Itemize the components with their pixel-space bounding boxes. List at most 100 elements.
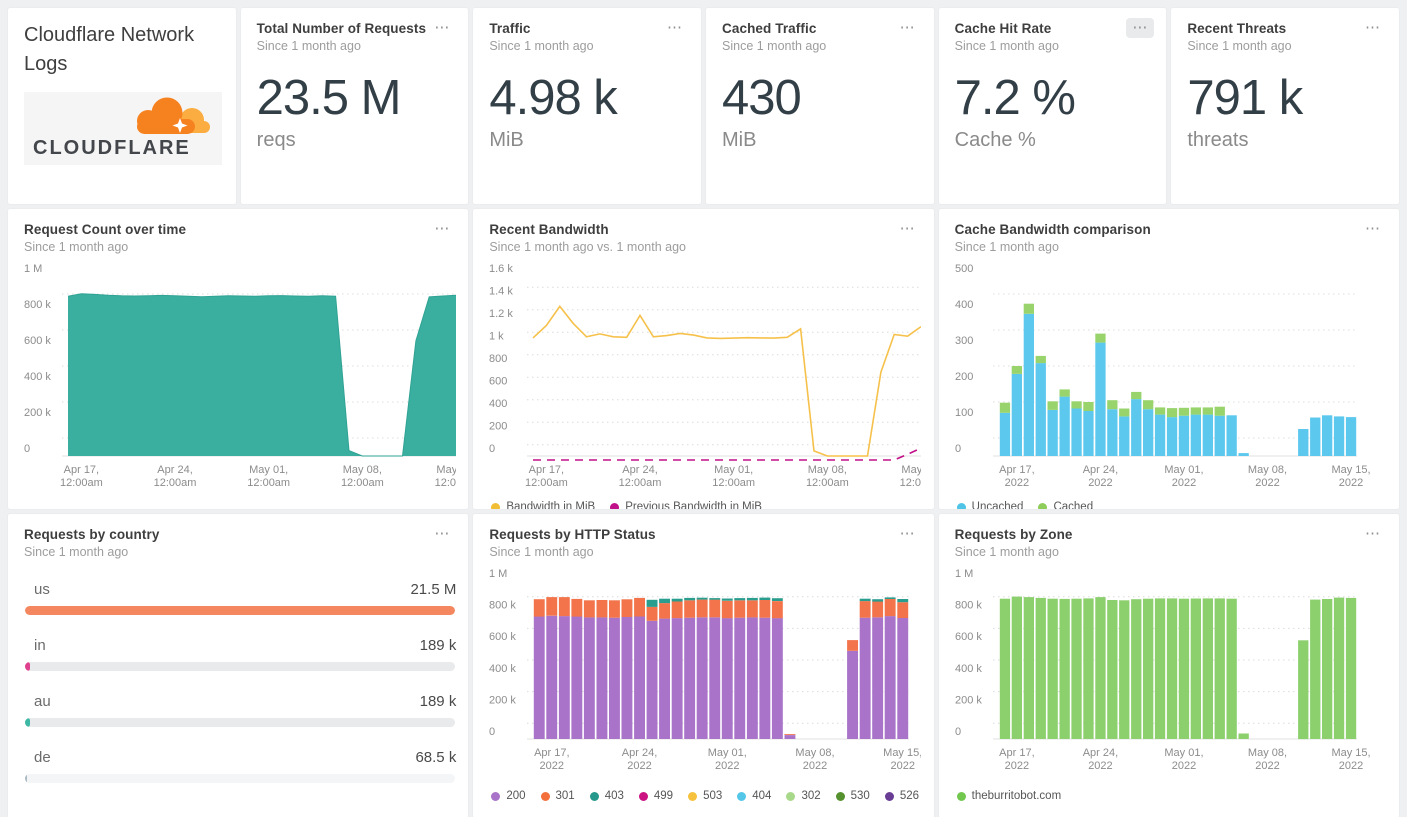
country-bar-track xyxy=(25,606,456,615)
svg-text:2022: 2022 xyxy=(1255,477,1279,489)
panel-menu-button[interactable]: ⋯ xyxy=(1365,525,1381,542)
panel-menu-button[interactable]: ⋯ xyxy=(899,525,916,542)
svg-text:200 k: 200 k xyxy=(489,694,516,706)
panel-request-count: Request Count over time Since 1 month ag… xyxy=(8,209,469,509)
legend-item[interactable]: theburritobot.com xyxy=(956,790,1061,802)
legend-item[interactable]: 200 xyxy=(491,790,526,802)
panel-subtitle: Since 1 month ago vs. 1 month ago xyxy=(489,240,686,254)
panel-subtitle: Since 1 month ago xyxy=(24,545,129,559)
svg-text:May 01,: May 01, xyxy=(708,747,747,759)
legend-item[interactable]: 530 xyxy=(835,790,870,802)
country-bar-track xyxy=(25,662,456,671)
legend-label: 499 xyxy=(653,790,674,802)
panel-menu-button[interactable]: ⋯ xyxy=(899,19,916,36)
legend-item[interactable]: 404 xyxy=(737,790,771,802)
panel-subtitle: Since 1 month ago xyxy=(256,39,361,53)
legend-dot-icon xyxy=(610,502,620,509)
panel-menu-button[interactable]: ⋯ xyxy=(1365,19,1381,36)
stat-unit: threats xyxy=(1187,129,1249,151)
svg-text:Apr 17,: Apr 17, xyxy=(999,747,1034,759)
panel-title: Recent Threats xyxy=(1187,21,1287,36)
svg-text:500: 500 xyxy=(955,263,973,275)
stat-value: 7.2 % xyxy=(954,71,1076,125)
svg-text:May 08,: May 08, xyxy=(796,747,835,759)
panel-recent-bandwidth: Recent Bandwidth Since 1 month ago vs. 1… xyxy=(473,209,934,509)
stat-unit: MiB xyxy=(489,129,524,151)
panel-cache-bandwidth: Cache Bandwidth comparison Since 1 month… xyxy=(938,209,1399,509)
country-row: us 21.5 M xyxy=(24,581,456,615)
legend-dot-icon xyxy=(956,791,966,801)
legend-dot-icon xyxy=(884,791,894,801)
svg-text:2022: 2022 xyxy=(803,760,827,772)
legend-label: 200 xyxy=(506,790,526,802)
svg-text:1.2 k: 1.2 k xyxy=(489,308,513,320)
legend-dot-icon xyxy=(956,502,966,509)
panel-menu-button[interactable]: ⋯ xyxy=(434,220,451,237)
svg-text:May 15,: May 15, xyxy=(883,747,921,759)
svg-text:12:00am: 12:00am xyxy=(619,477,662,489)
legend-item[interactable]: 499 xyxy=(638,790,674,802)
svg-text:May 01,: May 01, xyxy=(714,464,753,476)
legend-dot-icon xyxy=(589,791,599,801)
country-label: in xyxy=(34,637,46,654)
svg-text:1 M: 1 M xyxy=(955,568,973,580)
svg-text:0: 0 xyxy=(24,443,30,455)
panel-title: Cache Hit Rate xyxy=(954,21,1052,36)
svg-text:800: 800 xyxy=(489,353,507,365)
panel-title: Requests by Zone xyxy=(954,527,1073,542)
svg-text:1 M: 1 M xyxy=(489,568,507,580)
panel-menu-button[interactable]: ⋯ xyxy=(434,19,451,36)
country-row: de 68.5 k xyxy=(24,749,456,783)
country-value: 68.5 k xyxy=(415,749,457,766)
country-bar-fill xyxy=(25,606,456,615)
svg-text:Apr 24,: Apr 24, xyxy=(623,464,658,476)
panel-dashboard-header: Cloudflare Network Logs CLOUDFLARE xyxy=(8,8,236,204)
http-status-legend: 200301403499503404302530526524 xyxy=(491,790,921,802)
legend-item[interactable]: Cached xyxy=(1038,501,1093,509)
svg-text:2022: 2022 xyxy=(1088,477,1112,489)
legend-dot-icon xyxy=(491,502,501,509)
svg-text:12:00am: 12:00am xyxy=(247,477,290,489)
stat-unit: reqs xyxy=(256,129,296,151)
country-label: de xyxy=(34,749,51,766)
svg-text:Apr 17,: Apr 17, xyxy=(64,464,99,476)
svg-text:Apr 24,: Apr 24, xyxy=(622,747,657,759)
svg-text:Apr 24,: Apr 24, xyxy=(1082,747,1117,759)
panel-menu-button[interactable]: ⋯ xyxy=(1126,18,1155,38)
legend-dot-icon xyxy=(491,791,501,801)
legend-item[interactable]: Bandwidth in MiB xyxy=(491,501,595,509)
svg-text:12:00am: 12:00am xyxy=(900,477,921,489)
svg-text:Apr 24,: Apr 24, xyxy=(157,464,192,476)
panel-subtitle: Since 1 month ago xyxy=(954,39,1059,53)
legend-item[interactable]: 302 xyxy=(786,790,821,802)
legend-item[interactable]: 301 xyxy=(540,790,575,802)
legend-item[interactable]: Previous Bandwidth in MiB xyxy=(610,501,762,509)
panel-cached-traffic: Cached Traffic Since 1 month ago ⋯ 430 M… xyxy=(706,8,934,204)
legend-item[interactable]: 503 xyxy=(688,790,722,802)
svg-text:1 k: 1 k xyxy=(489,331,504,343)
country-row: au 189 k xyxy=(24,693,456,727)
svg-text:0: 0 xyxy=(955,443,961,455)
legend-label: Cached xyxy=(1053,501,1094,509)
svg-text:May 01,: May 01, xyxy=(1164,464,1203,476)
svg-text:May 08,: May 08, xyxy=(808,464,847,476)
panel-menu-button[interactable]: ⋯ xyxy=(899,220,916,237)
panel-title: Recent Bandwidth xyxy=(489,222,609,237)
svg-text:12:00am: 12:00am xyxy=(154,477,197,489)
panel-menu-button[interactable]: ⋯ xyxy=(667,19,683,36)
svg-text:May 01,: May 01, xyxy=(1164,747,1203,759)
legend-item[interactable]: Uncached xyxy=(956,501,1023,509)
country-value: 21.5 M xyxy=(410,581,457,598)
legend-label: 404 xyxy=(752,790,772,802)
bandwidth-legend: Bandwidth in MiB Previous Bandwidth in Mi… xyxy=(491,501,921,509)
legend-item[interactable]: 403 xyxy=(589,790,624,802)
panel-subtitle: Since 1 month ago xyxy=(954,240,1059,254)
panel-menu-button[interactable]: ⋯ xyxy=(434,525,451,542)
panel-requests-by-http-status: Requests by HTTP Status Since 1 month ag… xyxy=(473,514,934,817)
svg-text:12:00am: 12:00am xyxy=(525,477,568,489)
legend-item[interactable]: 526 xyxy=(884,790,919,802)
panel-requests-by-zone: Requests by Zone Since 1 month ago ⋯ 0 20… xyxy=(938,514,1399,817)
panel-menu-button[interactable]: ⋯ xyxy=(1365,220,1381,237)
svg-text:May 15,: May 15, xyxy=(1331,747,1370,759)
